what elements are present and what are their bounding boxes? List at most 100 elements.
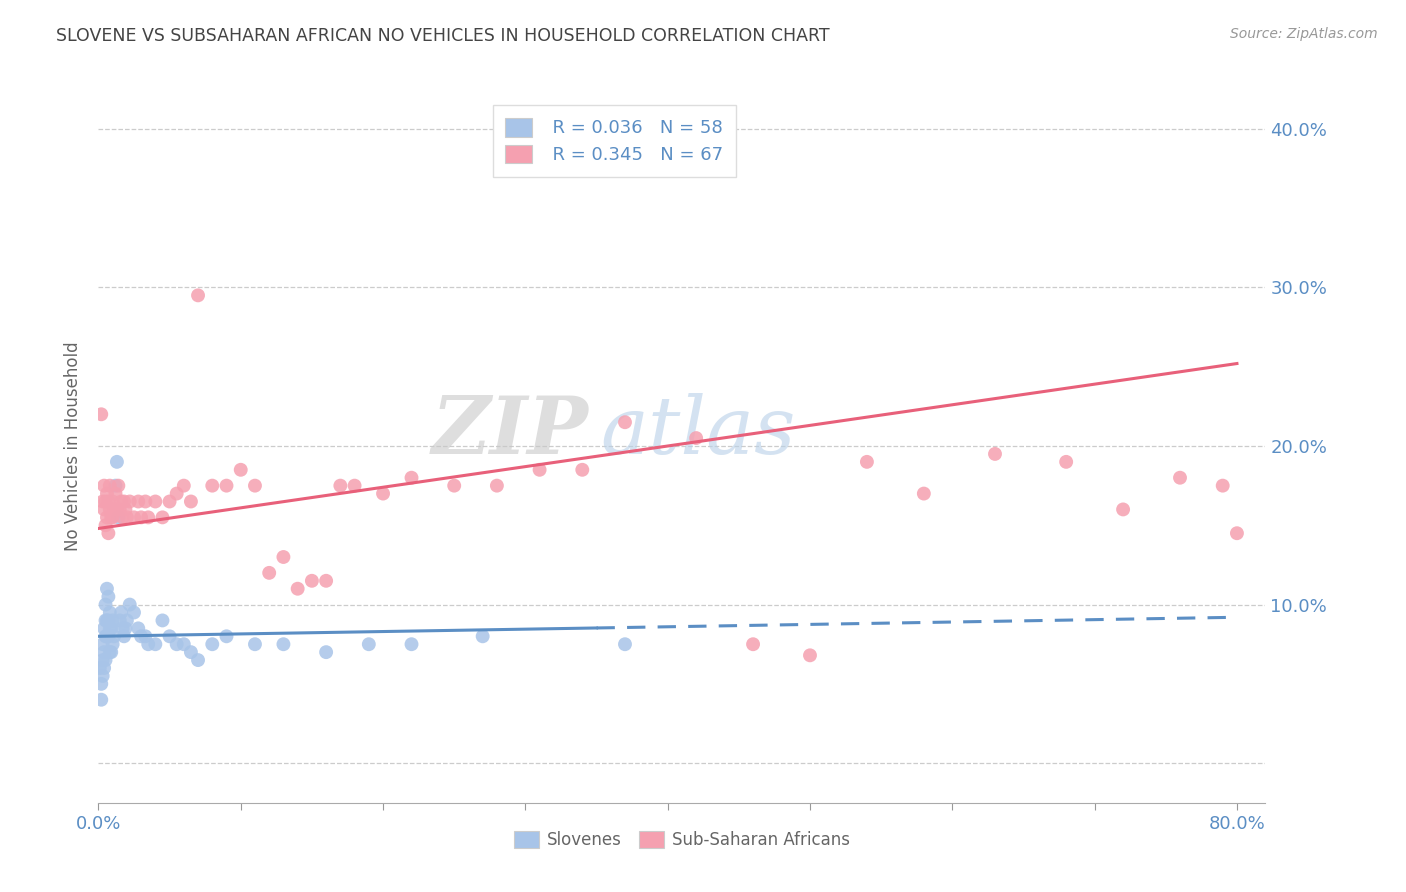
Point (343, 478, 366, 492)
Point (742, 637, 765, 651)
Point (101, 614, 124, 628)
Point (136, 637, 159, 651)
Point (97, 590, 120, 604)
Point (98, 502, 121, 516)
Point (94, 518, 117, 533)
Point (159, 629, 181, 643)
Point (114, 502, 136, 516)
Point (273, 637, 295, 651)
Point (93, 502, 115, 516)
Point (97, 494, 120, 508)
Point (104, 478, 127, 492)
Point (571, 463, 593, 477)
Point (94, 629, 117, 643)
Point (111, 621, 134, 635)
Y-axis label: No Vehicles in Household: No Vehicles in Household (63, 341, 82, 551)
Point (112, 494, 135, 508)
Point (98, 478, 121, 492)
Point (1212, 478, 1234, 492)
Point (357, 637, 380, 651)
Point (110, 494, 132, 508)
Point (98, 606, 121, 620)
Point (90, 677, 112, 691)
Point (89, 661, 111, 675)
Point (90, 692, 112, 706)
Point (166, 486, 188, 500)
Point (101, 494, 124, 508)
Point (1054, 455, 1077, 469)
Point (96, 614, 118, 628)
Point (100, 645, 122, 659)
Point (107, 510, 129, 524)
Point (166, 637, 188, 651)
Point (127, 621, 149, 635)
Point (91, 494, 114, 508)
Point (97, 526, 120, 541)
Text: Source: ZipAtlas.com: Source: ZipAtlas.com (1230, 27, 1378, 41)
Point (329, 478, 352, 492)
Point (371, 486, 394, 500)
Point (93, 645, 115, 659)
Text: ZIP: ZIP (432, 393, 589, 470)
Point (103, 502, 125, 516)
Point (287, 582, 309, 596)
Point (118, 598, 141, 612)
Point (257, 566, 280, 580)
Point (91, 637, 114, 651)
Point (90, 407, 112, 421)
Point (529, 463, 551, 477)
Point (134, 629, 156, 643)
Point (173, 637, 195, 651)
Point (243, 637, 266, 651)
Point (91, 653, 114, 667)
Point (685, 431, 707, 445)
Point (1168, 471, 1191, 485)
Point (129, 629, 152, 643)
Point (136, 510, 159, 524)
Point (98, 621, 121, 635)
Point (94, 653, 117, 667)
Point (94, 614, 117, 628)
Point (315, 645, 337, 659)
Point (984, 447, 1007, 461)
Point (107, 478, 129, 492)
Text: atlas: atlas (600, 393, 796, 470)
Point (94, 598, 117, 612)
Point (243, 478, 266, 492)
Point (143, 637, 166, 651)
Point (273, 549, 295, 564)
Point (152, 510, 174, 524)
Point (912, 486, 935, 500)
Point (100, 510, 122, 524)
Point (96, 486, 118, 500)
Point (159, 494, 181, 508)
Point (104, 486, 127, 500)
Point (122, 510, 145, 524)
Point (112, 629, 135, 643)
Point (443, 478, 465, 492)
Point (105, 502, 128, 516)
Point (98, 645, 121, 659)
Point (1112, 502, 1135, 516)
Point (96, 510, 118, 524)
Point (93, 621, 115, 635)
Point (114, 621, 136, 635)
Point (122, 606, 145, 620)
Point (96, 629, 118, 643)
Point (93, 661, 115, 675)
Point (110, 606, 132, 620)
Point (108, 502, 131, 516)
Point (614, 637, 637, 651)
Point (614, 415, 637, 429)
Point (103, 629, 125, 643)
Point (115, 510, 138, 524)
Point (93, 478, 115, 492)
Point (401, 471, 423, 485)
Point (118, 494, 141, 508)
Point (180, 645, 202, 659)
Legend: Slovenes, Sub-Saharan Africans: Slovenes, Sub-Saharan Africans (503, 821, 860, 859)
Point (187, 288, 209, 302)
Point (201, 637, 224, 651)
Point (152, 614, 174, 628)
Point (143, 494, 166, 508)
